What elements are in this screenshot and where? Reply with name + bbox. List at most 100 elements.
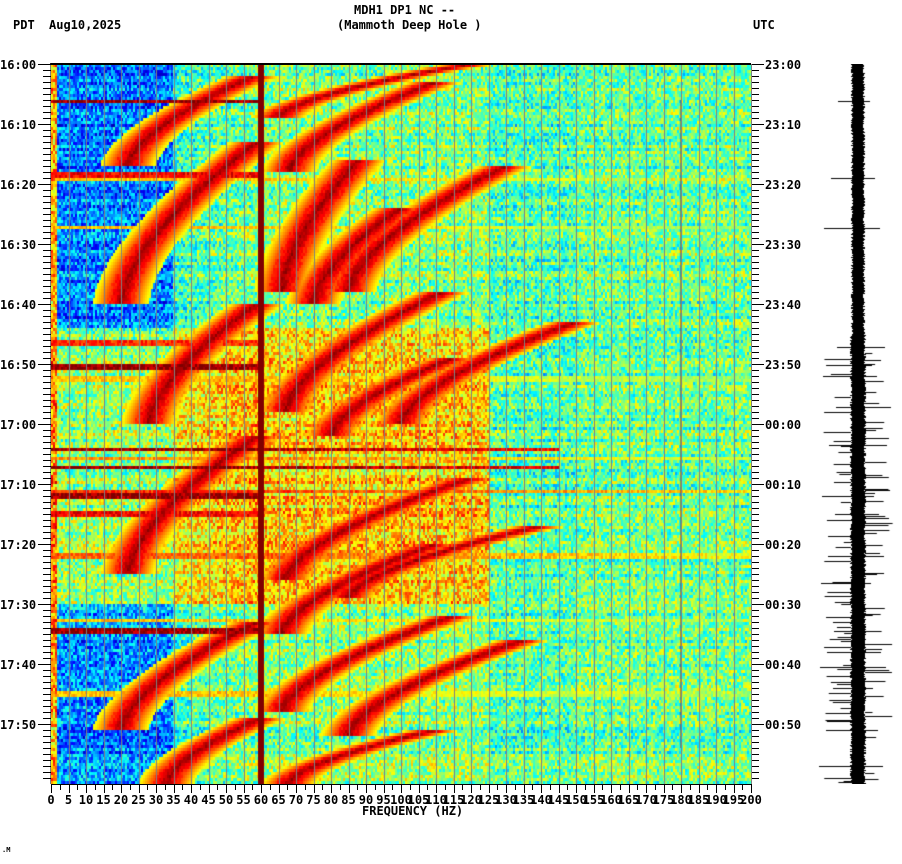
x-minor-tick: [392, 784, 393, 790]
x-minor-tick: [287, 784, 288, 790]
y-minor-tick: [43, 292, 51, 293]
y-minor-tick: [43, 748, 51, 749]
y-minor-tick: [751, 220, 759, 221]
x-major-tick: [226, 784, 227, 793]
y-minor-tick: [43, 598, 51, 599]
y-minor-tick: [751, 418, 759, 419]
y-minor-tick: [43, 166, 51, 167]
x-minor-tick: [305, 784, 306, 790]
x-tick-label: 120: [460, 793, 482, 807]
y-minor-tick: [751, 466, 759, 467]
x-major-tick: [296, 784, 297, 793]
x-minor-tick: [165, 784, 166, 790]
y-tick-label-left: 16:20: [0, 178, 37, 192]
y-minor-tick: [751, 70, 759, 71]
y-minor-tick: [43, 538, 51, 539]
y-minor-tick: [751, 538, 759, 539]
y-minor-tick: [751, 706, 759, 707]
y-minor-tick: [751, 694, 759, 695]
spectrogram-heatmap: [51, 64, 751, 784]
y-major-tick: [38, 124, 51, 125]
y-minor-tick: [43, 514, 51, 515]
y-major-tick: [38, 304, 51, 305]
y-minor-tick: [751, 388, 759, 389]
y-minor-tick: [43, 754, 51, 755]
y-minor-tick: [43, 556, 51, 557]
x-tick-label: 155: [582, 793, 605, 807]
x-tick-label: 60: [253, 793, 269, 807]
y-minor-tick: [43, 478, 51, 479]
x-tick-label: 30: [148, 793, 164, 807]
x-minor-tick: [357, 784, 358, 790]
x-major-tick: [664, 784, 665, 793]
x-major-tick: [436, 784, 437, 793]
y-minor-tick: [751, 778, 759, 779]
x-tick-label: 55: [236, 793, 251, 807]
y-minor-tick: [751, 262, 759, 263]
x-major-tick: [524, 784, 525, 793]
seismogram-trace: [800, 64, 902, 784]
x-minor-tick: [445, 784, 446, 790]
y-minor-tick: [43, 376, 51, 377]
y-minor-tick: [751, 256, 759, 257]
x-tick-label: 195: [722, 793, 745, 807]
x-tick-label: 35: [166, 793, 181, 807]
x-minor-tick: [217, 784, 218, 790]
y-minor-tick: [43, 616, 51, 617]
y-tick-label-right: 00:40: [765, 658, 802, 672]
y-minor-tick: [43, 196, 51, 197]
y-minor-tick: [43, 700, 51, 701]
y-minor-tick: [43, 214, 51, 215]
y-minor-tick: [43, 586, 51, 587]
x-tick-label: 190: [705, 793, 727, 807]
y-minor-tick: [43, 526, 51, 527]
y-minor-tick: [43, 322, 51, 323]
y-minor-tick: [43, 94, 51, 95]
y-major-tick: [38, 184, 51, 185]
y-minor-tick: [751, 616, 759, 617]
y-minor-tick: [43, 610, 51, 611]
y-minor-tick: [43, 400, 51, 401]
y-minor-tick: [43, 682, 51, 683]
x-minor-tick: [182, 784, 183, 790]
y-minor-tick: [751, 334, 759, 335]
y-minor-tick: [43, 130, 51, 131]
x-major-tick: [734, 784, 735, 793]
y-major-tick: [38, 664, 51, 665]
y-minor-tick: [43, 406, 51, 407]
y-minor-tick: [43, 466, 51, 467]
x-tick-label: 115: [442, 793, 465, 807]
y-minor-tick: [751, 190, 759, 191]
y-minor-tick: [43, 256, 51, 257]
y-minor-tick: [751, 430, 759, 431]
x-tick-label: 100: [390, 793, 412, 807]
y-minor-tick: [751, 640, 759, 641]
y-minor-tick: [43, 268, 51, 269]
y-major-tick: [38, 244, 51, 245]
x-major-tick: [244, 784, 245, 793]
y-minor-tick: [751, 610, 759, 611]
y-minor-tick: [751, 148, 759, 149]
y-minor-tick: [43, 202, 51, 203]
y-minor-tick: [751, 742, 759, 743]
y-minor-tick: [43, 334, 51, 335]
y-minor-tick: [43, 574, 51, 575]
y-minor-tick: [43, 172, 51, 173]
y-minor-tick: [751, 382, 759, 383]
y-major-tick: [751, 664, 764, 665]
y-minor-tick: [751, 592, 759, 593]
x-major-tick: [751, 784, 752, 793]
x-major-tick: [261, 784, 262, 793]
x-tick-label: 170: [635, 793, 657, 807]
y-minor-tick: [43, 502, 51, 503]
y-tick-label-left: 16:10: [0, 118, 37, 132]
y-tick-label-right: 23:50: [765, 358, 802, 372]
y-minor-tick: [751, 748, 759, 749]
y-minor-tick: [751, 274, 759, 275]
y-minor-tick: [43, 676, 51, 677]
y-minor-tick: [751, 100, 759, 101]
y-minor-tick: [751, 634, 759, 635]
y-minor-tick: [43, 460, 51, 461]
y-major-tick: [751, 64, 764, 65]
x-major-tick: [489, 784, 490, 793]
